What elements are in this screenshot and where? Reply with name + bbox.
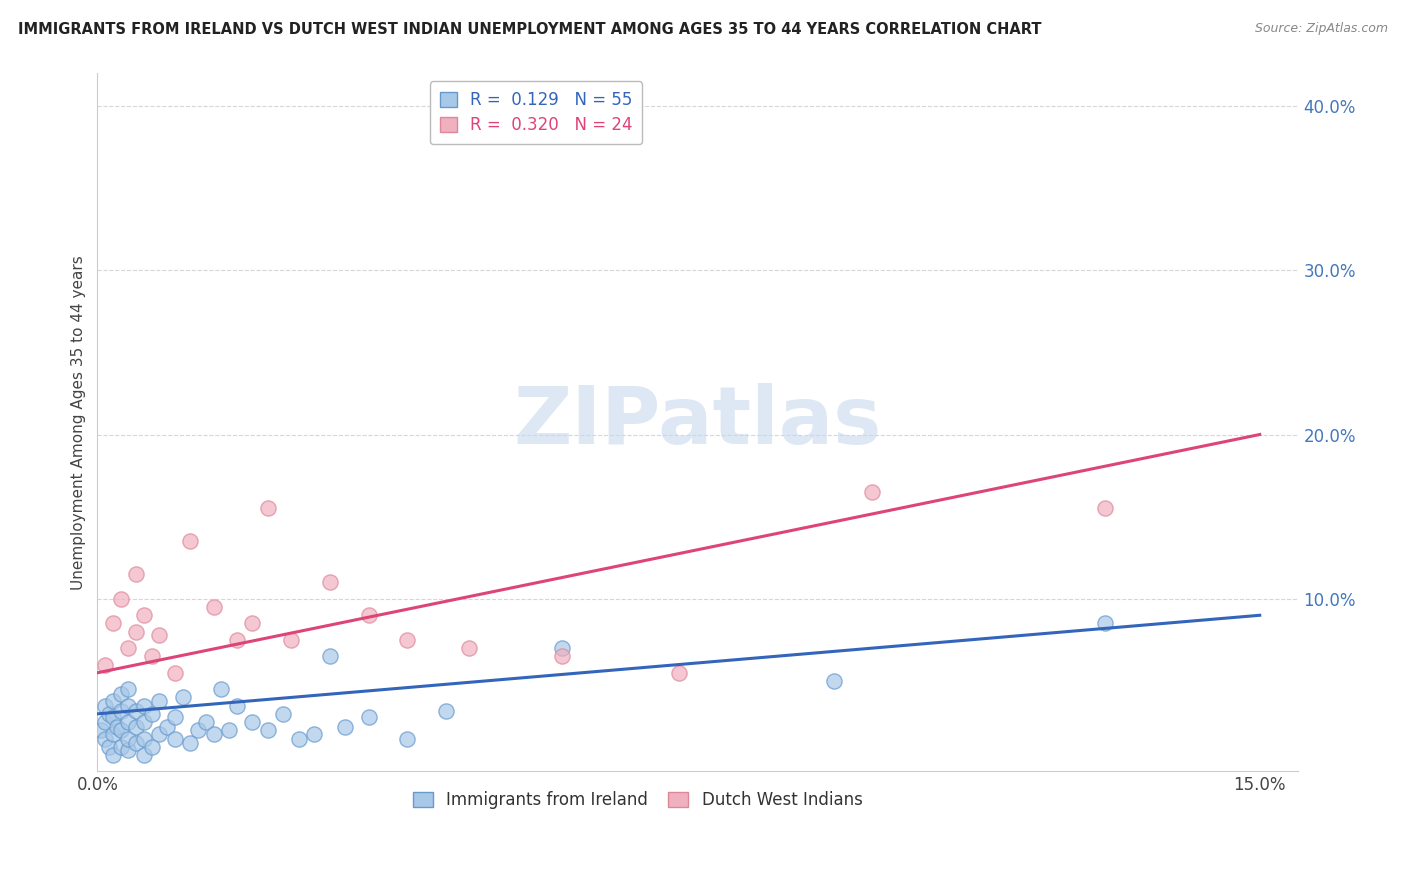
Point <box>194 715 217 730</box>
Point <box>225 632 247 647</box>
Point <box>98 706 121 721</box>
Point <box>101 726 124 740</box>
Point <box>110 723 132 738</box>
Point <box>218 723 240 738</box>
Point <box>202 600 225 615</box>
Point <box>1094 501 1116 516</box>
Point <box>1094 616 1116 631</box>
Point <box>823 673 845 688</box>
Point <box>117 715 139 730</box>
Text: ZIPatlas: ZIPatlas <box>513 384 882 461</box>
Point <box>94 698 117 713</box>
Point <box>125 720 148 734</box>
Point <box>256 501 278 516</box>
Point <box>94 657 117 672</box>
Point <box>117 682 139 697</box>
Point <box>156 720 179 734</box>
Point <box>101 710 124 724</box>
Point <box>187 723 209 738</box>
Point <box>110 739 132 754</box>
Point <box>141 739 163 754</box>
Point <box>551 641 574 656</box>
Point <box>132 698 155 713</box>
Point <box>357 608 380 623</box>
Point <box>132 715 155 730</box>
Point <box>125 567 148 582</box>
Point <box>117 641 139 656</box>
Point <box>202 726 225 740</box>
Point <box>90 723 112 738</box>
Point <box>132 608 155 623</box>
Point <box>396 731 419 746</box>
Point <box>101 694 124 708</box>
Point <box>148 628 170 642</box>
Point <box>98 739 121 754</box>
Text: Source: ZipAtlas.com: Source: ZipAtlas.com <box>1254 22 1388 36</box>
Point <box>458 641 481 656</box>
Text: IMMIGRANTS FROM IRELAND VS DUTCH WEST INDIAN UNEMPLOYMENT AMONG AGES 35 TO 44 YE: IMMIGRANTS FROM IRELAND VS DUTCH WEST IN… <box>18 22 1042 37</box>
Point <box>94 715 117 730</box>
Point <box>101 747 124 762</box>
Point <box>125 704 148 718</box>
Point <box>105 720 128 734</box>
Point <box>117 731 139 746</box>
Point <box>240 715 263 730</box>
Point <box>101 616 124 631</box>
Point <box>396 632 419 647</box>
Point <box>256 723 278 738</box>
Point <box>141 706 163 721</box>
Point <box>240 616 263 631</box>
Point <box>94 731 117 746</box>
Point <box>304 726 326 740</box>
Point <box>117 743 139 757</box>
Point <box>335 720 357 734</box>
Point <box>280 632 302 647</box>
Point <box>319 575 342 590</box>
Point <box>434 704 457 718</box>
Point <box>209 682 232 697</box>
Legend: Immigrants from Ireland, Dutch West Indians: Immigrants from Ireland, Dutch West Indi… <box>406 784 869 815</box>
Point <box>132 731 155 746</box>
Point <box>141 649 163 664</box>
Point <box>357 710 380 724</box>
Point <box>163 731 186 746</box>
Point <box>110 704 132 718</box>
Point <box>668 665 690 680</box>
Point <box>288 731 311 746</box>
Point <box>551 649 574 664</box>
Point <box>125 624 148 639</box>
Point <box>110 687 132 701</box>
Point <box>860 485 883 500</box>
Point <box>172 690 194 705</box>
Point <box>148 726 170 740</box>
Point <box>163 665 186 680</box>
Point <box>125 736 148 750</box>
Point <box>179 736 201 750</box>
Y-axis label: Unemployment Among Ages 35 to 44 years: Unemployment Among Ages 35 to 44 years <box>72 255 86 590</box>
Point <box>179 534 201 549</box>
Point <box>319 649 342 664</box>
Point <box>132 747 155 762</box>
Point <box>110 591 132 606</box>
Point <box>117 698 139 713</box>
Point <box>225 698 247 713</box>
Point <box>163 710 186 724</box>
Point <box>273 706 295 721</box>
Point <box>148 694 170 708</box>
